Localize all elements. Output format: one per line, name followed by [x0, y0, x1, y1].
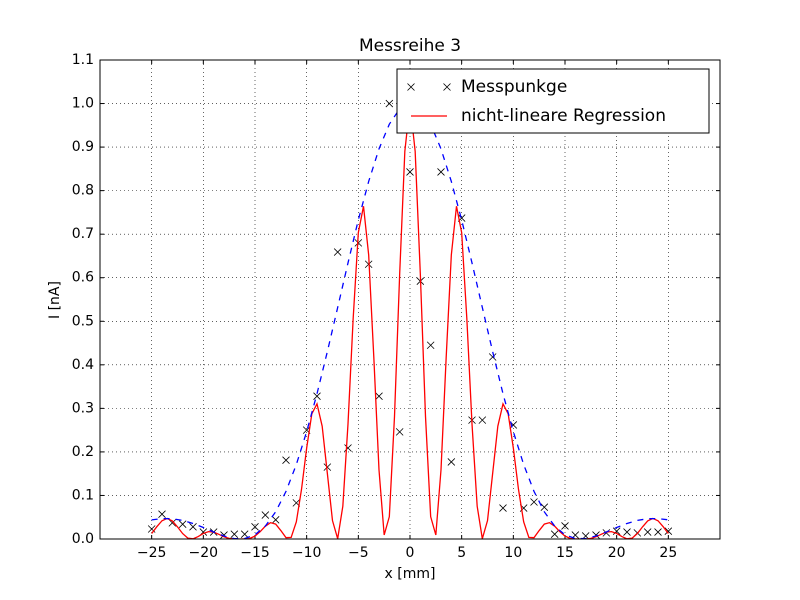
data-point: [344, 444, 352, 452]
data-point: [271, 516, 280, 524]
legend: Messpunkge nicht-lineare Regression: [396, 68, 710, 134]
data-point: [406, 168, 414, 176]
x-tick-label: −15: [240, 545, 270, 561]
y-tick-label: 0.3: [72, 400, 94, 416]
data-point: [437, 168, 445, 176]
x-tick-label: 15: [556, 545, 574, 561]
data-point: [178, 520, 187, 528]
data-point: [623, 528, 631, 536]
data-point: [530, 498, 538, 506]
data-point: [540, 503, 549, 511]
data-point: [426, 341, 435, 350]
x-tick-label: −10: [292, 545, 322, 561]
data-point: [395, 428, 404, 436]
data-point: [240, 530, 249, 538]
data-point: [612, 527, 621, 535]
x-tick-label: 10: [504, 545, 522, 561]
y-tick-label: 0.2: [72, 444, 94, 460]
data-point: [158, 510, 166, 518]
legend-box: [396, 68, 710, 134]
chart-title: Messreihe 3: [359, 36, 461, 56]
data-point: [488, 353, 497, 361]
legend-marker: [407, 83, 451, 91]
data-point: [664, 527, 673, 535]
legend-text: nicht-lineare Regression: [461, 106, 666, 126]
legend-text: Messpunkge: [461, 77, 567, 97]
data-point: [230, 530, 239, 538]
data-point: [168, 519, 177, 527]
data-point: [447, 458, 456, 466]
y-tick-label: 1.1: [72, 52, 94, 68]
data-point: [189, 523, 197, 531]
data-point: [375, 392, 383, 400]
data-point: [561, 522, 569, 530]
data-point: [313, 392, 321, 400]
y-tick-label: 0.7: [72, 226, 94, 242]
data-point: [385, 99, 394, 108]
y-tick-label: 0.4: [72, 357, 94, 373]
x-tick-label: 0: [406, 545, 415, 561]
data-point: [499, 504, 507, 512]
x-tick-label: 5: [457, 545, 466, 561]
data-point: [654, 528, 662, 536]
y-tick-label: 0.9: [72, 139, 94, 155]
y-tick-label: 1.0: [72, 96, 94, 112]
data-point: [251, 523, 259, 531]
y-tick-label: 0.6: [72, 270, 94, 286]
x-tick-label: 20: [608, 545, 626, 561]
x-tick-label: 25: [659, 545, 677, 561]
x-tick-label: −25: [137, 545, 167, 561]
x-tick-label: −5: [348, 545, 369, 561]
data-point: [643, 528, 652, 536]
data-point: [478, 416, 487, 424]
x-axis-label: x [mm]: [385, 566, 436, 582]
data-point: [261, 511, 270, 519]
data-point: [282, 456, 290, 464]
data-point: [550, 530, 559, 538]
y-tick-label: 0.5: [72, 313, 94, 329]
data-point: [323, 463, 332, 471]
x-tick-label: −20: [189, 545, 219, 561]
y-tick-label: 0.1: [72, 487, 94, 503]
y-tick-label: 0.8: [72, 183, 94, 199]
data-point: [333, 248, 342, 256]
y-tick-label: 0.0: [72, 531, 94, 547]
plot-frame: [99, 59, 721, 540]
y-axis-label: I [nA]: [47, 281, 63, 319]
